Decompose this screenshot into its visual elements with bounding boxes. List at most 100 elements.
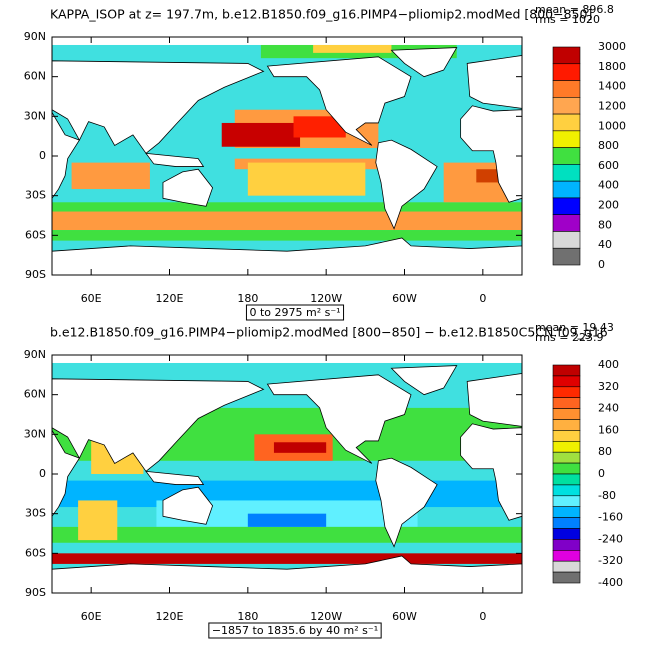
colorbar-label: 600 [598,159,619,172]
colorbar-box [552,517,581,529]
rms-label: rms = 223.9 [535,331,603,344]
lat-label: 0 [39,467,46,480]
lat-label: 90S [25,586,46,599]
colorbar-label: 1200 [598,99,626,112]
colorbar-label: -400 [598,576,623,589]
colorbar-box [552,130,581,148]
field [71,162,150,190]
colorbar-box [552,180,581,199]
colorbar-box [552,46,581,65]
rms-label: rms = 1020 [535,13,600,26]
lat-label: 0 [39,149,46,162]
colorbar-box [552,364,581,377]
colorbar-label: 80 [598,218,612,231]
lat-label: 60N [24,388,46,401]
colorbar-box [552,408,581,420]
colorbar-box [552,419,581,431]
colorbar-label: 200 [598,199,619,212]
colorbar-box [552,451,581,464]
field [52,526,522,543]
lon-label: 180 [237,610,258,623]
colorbar-box [552,440,581,453]
colorbar-label: 0 [598,258,605,271]
colorbar-box [552,571,581,584]
lon-label: 120E [156,292,184,305]
lat-label: 30N [24,427,46,440]
colorbar-label: 1000 [598,119,626,132]
lon-label: 60E [81,610,102,623]
panel-title: b.e12.B1850.f09_g16.PIMP4−pliomip2.modMe… [50,325,608,340]
lat-label: 90N [24,348,46,361]
colorbar-label: 400 [598,179,619,192]
colorbar-box [552,506,581,518]
lat-label: 90S [25,268,46,281]
field [273,442,327,453]
colorbar-box [552,495,581,507]
colorbar-label: 0 [598,467,605,480]
lon-label: 0 [479,610,486,623]
colorbar-label: -160 [598,511,623,524]
lon-label: 60E [81,292,102,305]
colorbar-label: 160 [598,423,619,436]
colorbar-label: 1400 [598,80,626,93]
lon-label: 120E [156,610,184,623]
mean-label: mean = 19.43 [535,321,614,334]
field [208,148,379,159]
colorbar-box [552,147,581,165]
colorbar-box [552,539,581,551]
colorbar-box [552,560,581,573]
field [221,122,301,147]
range-box [245,304,345,321]
colorbar-label: 3000 [598,40,626,53]
field [52,230,522,241]
lat-label: 90N [24,30,46,43]
colorbar-label: -80 [598,489,616,502]
lon-label: 180 [237,292,258,305]
colorbar-box [552,528,581,540]
lat-label: 30S [25,507,46,520]
colorbar-box [552,80,581,98]
field [78,500,118,541]
lon-label: 120W [310,610,342,623]
lon-label: 60W [392,610,417,623]
colorbar-box [552,473,581,486]
panel-title: KAPPA_ISOP at z= 197.7m, b.e12.B1850.f09… [50,7,592,22]
colorbar-box [552,97,581,115]
colorbar-label: 800 [598,139,619,152]
colorbar-box [552,375,581,388]
colorbar-label: 1800 [598,60,626,73]
colorbar-box [552,113,581,132]
field [247,513,327,527]
colorbar-box [552,63,581,81]
range-box [208,622,382,639]
map [51,36,523,276]
field [293,116,346,138]
colorbar-label: -320 [598,554,623,567]
range-label: 0 to 2975 m² s⁻¹ [249,306,340,319]
field [52,553,522,564]
colorbar-label: 240 [598,402,619,415]
colorbar-box [552,484,581,497]
range-label: −1857 to 1835.6 by 40 m² s⁻¹ [212,624,378,637]
colorbar-box [552,197,581,215]
colorbar-box [552,214,581,232]
colorbar-box [552,231,581,249]
lat-label: 60N [24,70,46,83]
field [313,44,392,53]
lon-label: 60W [392,292,417,305]
lat-label: 30N [24,109,46,122]
colorbar-label: 400 [598,358,619,371]
field [52,211,522,231]
lat-label: 30S [25,189,46,202]
lon-label: 0 [479,292,486,305]
colorbar-label: 40 [598,238,612,251]
colorbar-box [552,164,581,182]
colorbar-box [552,386,581,398]
colorbar-box [552,549,581,562]
colorbar-box [552,247,581,266]
colorbar-label: -240 [598,532,623,545]
lon-label: 120W [310,292,342,305]
lat-label: 60S [25,546,46,559]
